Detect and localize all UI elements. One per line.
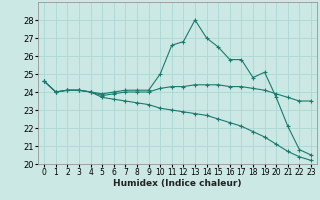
X-axis label: Humidex (Indice chaleur): Humidex (Indice chaleur) <box>113 179 242 188</box>
